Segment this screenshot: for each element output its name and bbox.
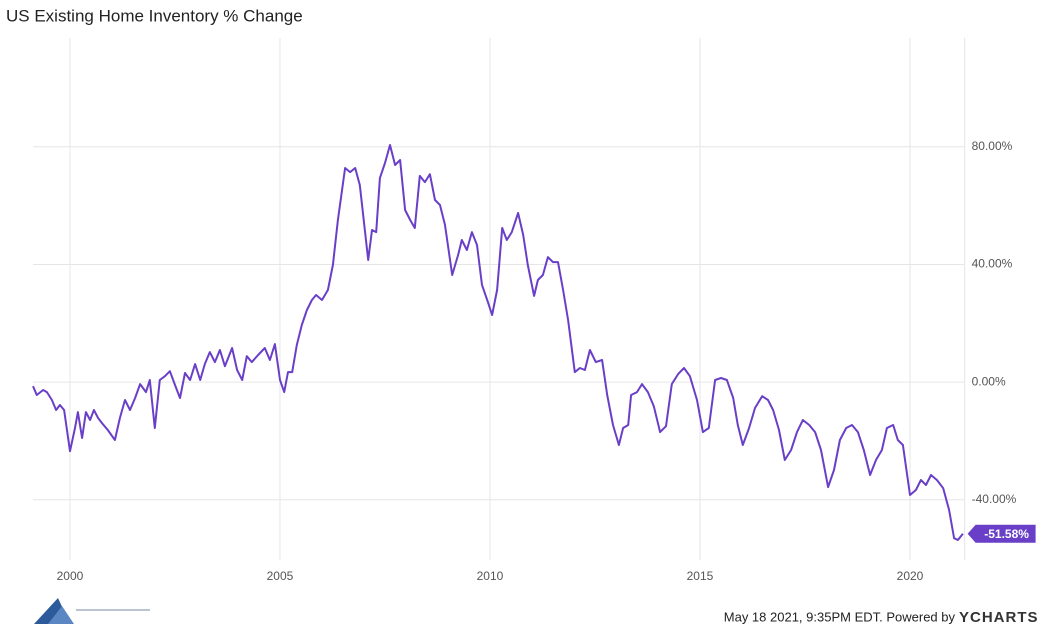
line — [32, 144, 964, 541]
chart-title: US Existing Home Inventory % Change — [6, 6, 303, 25]
x-tick-label: 2000 — [57, 569, 84, 583]
logo — [34, 598, 150, 624]
y-tick-label: -40.00% — [972, 492, 1017, 506]
end-label-tag — [967, 524, 1036, 543]
y-tick-label: 0.00% — [972, 374, 1006, 388]
footer: May 18 2021, 9:35PM EDT. Powered by — [724, 609, 956, 624]
x-tick-label: 2015 — [687, 569, 714, 583]
x-tick-label: 2005 — [267, 569, 294, 583]
y-tick-label: 80.00% — [972, 139, 1013, 153]
x-tick-label: 2010 — [477, 569, 504, 583]
y-tick-label: 40.00% — [972, 257, 1013, 271]
x-tick-label: 2020 — [897, 569, 924, 583]
end-label: -51.58% — [967, 524, 1036, 543]
end-label-text: -51.58% — [984, 527, 1029, 541]
brand: YCHARTS — [959, 609, 1039, 626]
